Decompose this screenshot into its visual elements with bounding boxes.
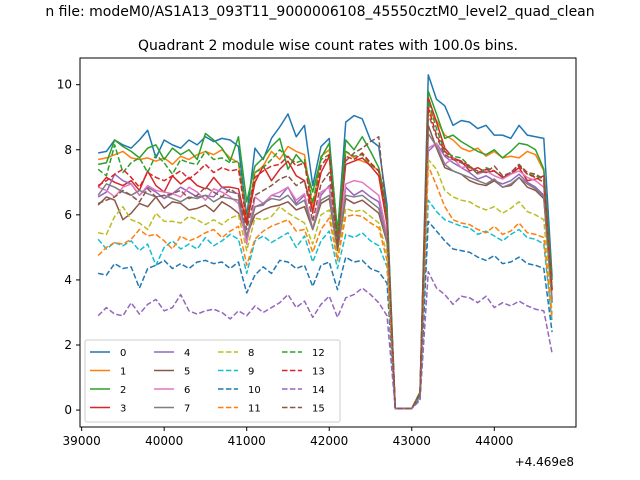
legend-label-11: 11 [248,404,261,415]
series-line-1 [98,109,553,410]
y-tick-label: 4 [64,273,72,287]
series-line-0 [98,74,553,410]
series-line-12 [97,100,553,410]
chart-title: Quadrant 2 module wise count rates with … [138,38,518,54]
legend-frame [84,339,341,423]
legend-label-10: 10 [248,385,261,396]
x-tick-label: 43000 [393,434,431,448]
legend-label-0: 0 [120,348,126,359]
x-tick-label: 42000 [310,434,348,448]
legend-label-13: 13 [312,367,325,378]
x-tick-label: 39000 [63,434,101,448]
legend-label-5: 5 [184,367,190,378]
y-tick-label: 6 [64,208,72,222]
x-tick-label: 44000 [475,434,513,448]
x-tick-label: 41000 [228,434,266,448]
legend-label-9: 9 [248,367,254,378]
y-tick-label: 8 [64,143,72,157]
series-line-10 [98,220,553,410]
series-line-8 [98,158,553,410]
series-line-11 [97,165,553,410]
legend-label-7: 7 [184,404,190,415]
figure-suptitle: n file: modeM0/AS1A13_093T11_9000006108_… [45,4,594,20]
x-offset-label: +4.469e8 [515,455,574,469]
y-tick-label: 2 [64,338,72,352]
series-line-15 [97,113,553,410]
y-tick-label: 0 [64,403,72,417]
legend-label-8: 8 [248,348,254,359]
legend-label-4: 4 [184,348,190,359]
series-line-9 [97,199,553,410]
series-line-13 [97,106,553,410]
series-line-3 [97,96,553,410]
legend-label-3: 3 [120,404,126,415]
series-line-14 [97,271,553,410]
legend-label-1: 1 [120,367,126,378]
legend-label-6: 6 [184,385,190,396]
legend-label-15: 15 [312,404,325,415]
legend-label-12: 12 [312,348,325,359]
x-tick-label: 40000 [145,434,183,448]
y-tick-label: 10 [57,78,72,92]
series-line-5 [97,124,553,410]
legend-label-14: 14 [312,385,325,396]
series-line-7 [97,132,553,410]
legend-label-2: 2 [120,385,126,396]
series-layer [97,74,553,410]
plot-frame [79,57,577,428]
series-line-2 [98,90,553,410]
